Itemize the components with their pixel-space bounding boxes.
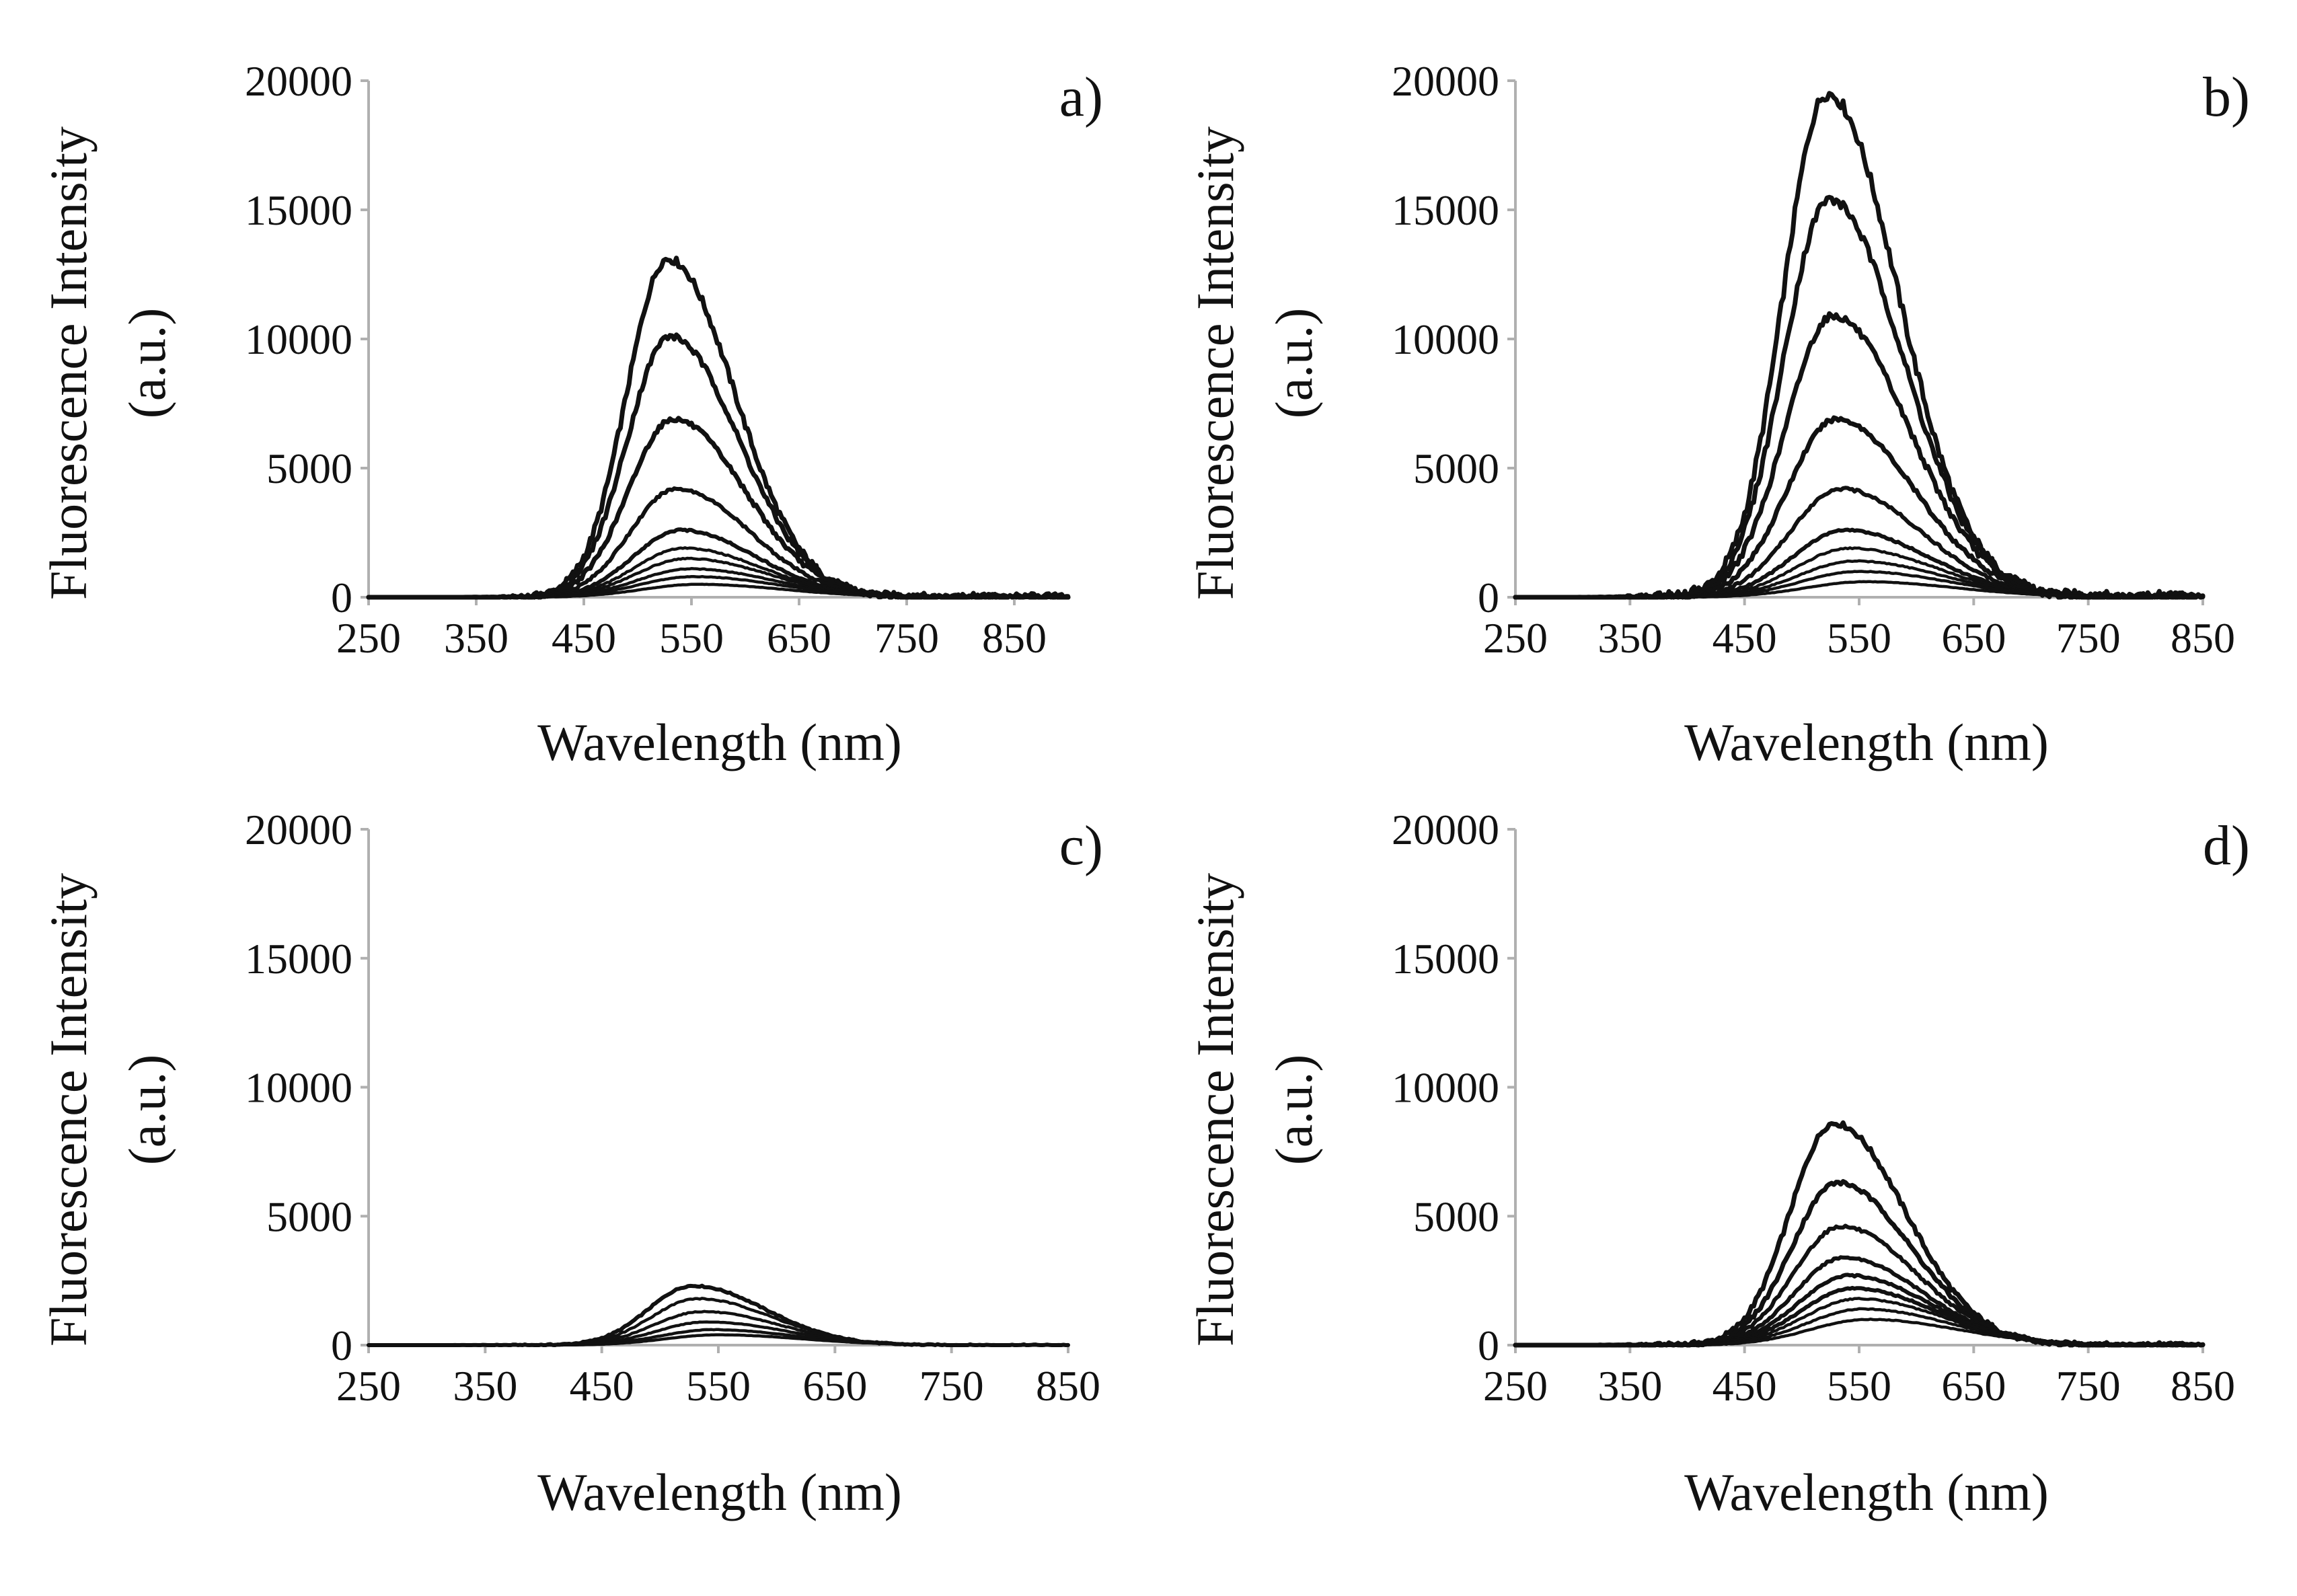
panel-d-spectrum-1 [1513, 1120, 2206, 1348]
panel-d-xtick-label: 450 [1712, 1362, 1777, 1410]
panel-a-spectrum-4 [367, 486, 1070, 599]
panel-c-spectrum-5 [367, 1328, 1070, 1347]
panel-a-ylabel-line1: Fluorescence Intensity [39, 126, 98, 600]
panel-a-xlabel: Wavelength (nm) [537, 713, 902, 771]
panel-b-xtick-label: 850 [2171, 614, 2235, 662]
panel-c-ytick-label: 15000 [245, 935, 352, 983]
panel-c-spectrum-6 [367, 1333, 1070, 1347]
panel-a-spectrum-2 [366, 332, 1071, 600]
panel-d-xtick-label: 550 [1827, 1362, 1891, 1410]
panel-b-xtick-label: 550 [1827, 614, 1891, 662]
panel-a-ylabel-line2: (a.u.) [118, 308, 176, 419]
panel-a-spectrum-1 [366, 256, 1071, 600]
panel-c-ylabel-line2: (a.u.) [118, 1055, 176, 1166]
panel-b-xtick-label: 750 [2056, 614, 2121, 662]
panel-c-xtick-label: 850 [1036, 1362, 1100, 1410]
panel-c-ytick-label: 5000 [266, 1192, 352, 1240]
panel-c-plot: 0 5000 10000 15000 20000 250 350 450 550 650 750 85… [245, 806, 1100, 1410]
panel-d-xtick-label: 250 [1483, 1362, 1548, 1410]
panel-a-ytick-label: 0 [331, 574, 352, 621]
panel-a-label: a) [1059, 66, 1103, 128]
panel-d-xtick-label: 850 [2171, 1362, 2235, 1410]
panel-a-plot: 0 5000 10000 15000 20000 250 350 450 550 650 750 85… [245, 57, 1071, 662]
panel-c-xtick-label: 450 [570, 1362, 634, 1410]
panel-a-spectrum-6 [367, 546, 1070, 599]
panel-b-ylabel-line2: (a.u.) [1265, 308, 1323, 419]
panel-a-ytick-label: 5000 [266, 445, 352, 492]
panel-b-spectrum-10 [1513, 580, 2205, 599]
panel-d-label: d) [2203, 814, 2250, 877]
panel-b-ytick-label: 0 [1478, 574, 1499, 621]
panel-c-xtick-label: 250 [336, 1362, 401, 1410]
panel-b-spectrum-3 [1513, 311, 2206, 600]
panel-b-spectrum-2 [1513, 194, 2206, 600]
panel-c-xtick-label: 350 [453, 1362, 517, 1410]
panel-d-spectrum-4 [1513, 1255, 2205, 1347]
panel-d-spectrum-7 [1513, 1297, 2205, 1347]
panel-b-xtick-label: 650 [1941, 614, 2006, 662]
panel-b-ytick-label: 5000 [1413, 445, 1499, 492]
panel-c-ylabel-line1: Fluorescence Intensity [39, 873, 98, 1346]
panel-a-ytick-label: 10000 [245, 315, 352, 363]
panel-a-spectrum-10 [367, 582, 1070, 599]
panel-a-ytick-label: 20000 [245, 57, 352, 105]
panel-c-xlabel: Wavelength (nm) [537, 1463, 902, 1521]
panel-a-spectrum-5 [367, 527, 1070, 599]
panel-a-xtick-label: 750 [874, 614, 939, 662]
panel-a: 0 5000 10000 15000 20000 250 350 450 550 650 750 85… [39, 57, 1103, 771]
panel-b-xtick-label: 250 [1483, 614, 1548, 662]
panel-c-xtick-label: 550 [686, 1362, 751, 1410]
panel-a-xtick-label: 250 [336, 614, 401, 662]
panel-d-plot: 0 5000 10000 15000 20000 250 350 450 550 650 750 85… [1392, 806, 2235, 1410]
panel-d-spectrum-6 [1513, 1285, 2205, 1347]
panel-a-xtick-label: 550 [659, 614, 724, 662]
panel-d-xtick-label: 750 [2056, 1362, 2121, 1410]
panel-d-ytick-label: 15000 [1392, 935, 1499, 983]
panel-d-xlabel: Wavelength (nm) [1684, 1463, 2049, 1521]
panel-d-spectrum-3 [1513, 1223, 2205, 1347]
panel-d-spectrum-9 [1513, 1318, 2205, 1347]
panel-b-spectrum-6 [1513, 527, 2205, 599]
panel-c-xtick-label: 750 [919, 1362, 984, 1410]
panel-b-ytick-label: 15000 [1392, 186, 1499, 234]
panel-d-ytick-label: 10000 [1392, 1064, 1499, 1112]
panel-b-xtick-label: 450 [1712, 614, 1777, 662]
panel-d-ylabel-line2: (a.u.) [1265, 1055, 1323, 1166]
panel-b-ytick-label: 20000 [1392, 57, 1499, 105]
panel-b-label: b) [2203, 66, 2250, 128]
panel-d-ytick-label: 20000 [1392, 806, 1499, 853]
panel-d: 0 5000 10000 15000 20000 250 350 450 550 650 750 85… [1186, 806, 2250, 1521]
panel-c-ytick-label: 20000 [245, 806, 352, 853]
panel-d-ytick-label: 0 [1478, 1322, 1499, 1369]
panel-b-spectrum-1 [1513, 91, 2206, 600]
panel-b-ylabel-line1: Fluorescence Intensity [1186, 126, 1244, 600]
panel-a-xtick-label: 850 [982, 614, 1047, 662]
panel-a-xtick-label: 350 [444, 614, 509, 662]
panel-c-label: c) [1059, 814, 1103, 877]
panel-d-ylabel-line1: Fluorescence Intensity [1186, 873, 1244, 1346]
panel-a-xtick-label: 450 [552, 614, 616, 662]
panel-c: 0 5000 10000 15000 20000 250 350 450 550 650 750 85… [39, 806, 1103, 1521]
panel-c-xtick-label: 650 [802, 1362, 867, 1410]
panel-d-xtick-label: 650 [1941, 1362, 2006, 1410]
panel-b-xlabel: Wavelength (nm) [1684, 713, 2049, 771]
panel-b-plot: 0 5000 10000 15000 20000 250 350 450 550 650 750 85… [1392, 57, 2235, 662]
panel-a-xtick-label: 650 [767, 614, 831, 662]
panel-b-ytick-label: 10000 [1392, 315, 1499, 363]
panel-c-ytick-label: 10000 [245, 1064, 352, 1112]
panel-b-xtick-label: 350 [1597, 614, 1662, 662]
panel-a-ytick-label: 15000 [245, 186, 352, 234]
panel-d-spectrum-8 [1513, 1307, 2205, 1347]
panel-d-ytick-label: 5000 [1413, 1192, 1499, 1240]
panel-b: 0 5000 10000 15000 20000 250 350 450 550 650 750 85… [1186, 57, 2250, 771]
panel-c-ytick-label: 0 [331, 1322, 352, 1369]
panel-d-xtick-label: 350 [1597, 1362, 1662, 1410]
